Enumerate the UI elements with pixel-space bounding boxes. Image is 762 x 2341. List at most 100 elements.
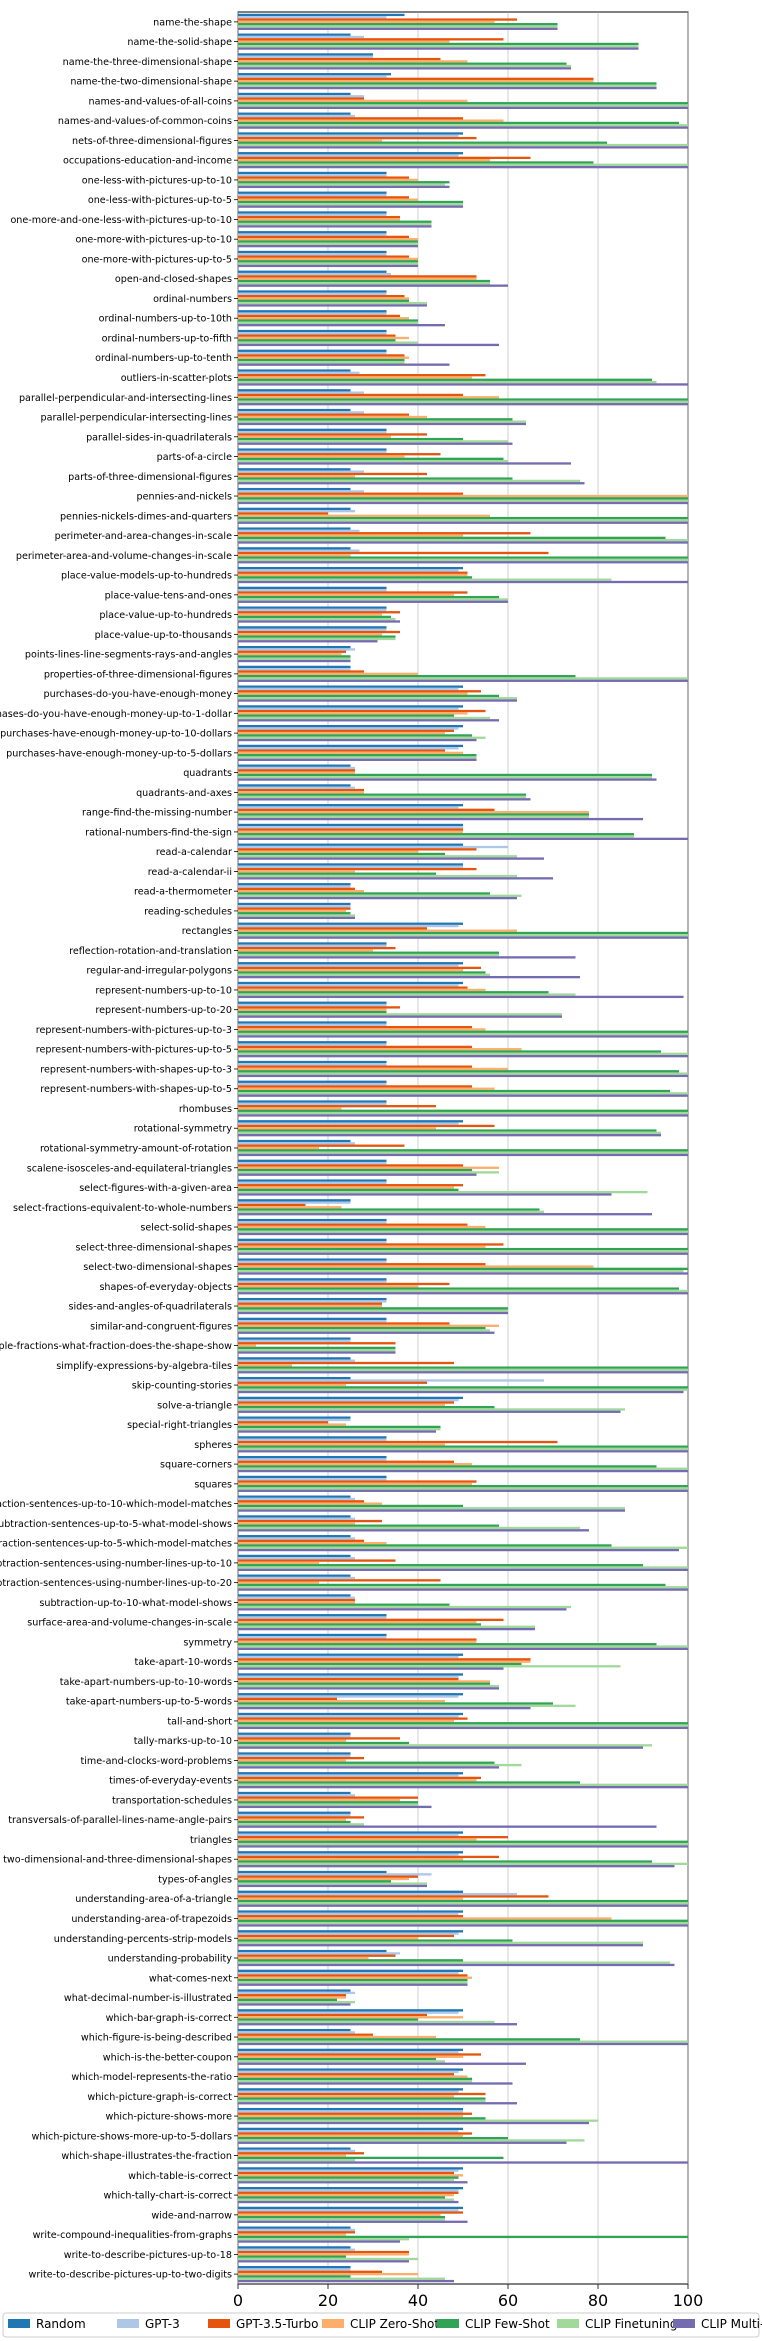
bar bbox=[238, 1785, 688, 1789]
bar bbox=[238, 877, 553, 880]
bar bbox=[238, 329, 387, 333]
bar bbox=[238, 1588, 688, 1591]
category-label: parts-of-a-circle bbox=[157, 452, 232, 463]
bar bbox=[238, 339, 396, 342]
bar bbox=[238, 459, 508, 463]
bar bbox=[238, 262, 418, 265]
bar bbox=[238, 1763, 522, 1767]
bar bbox=[238, 593, 454, 596]
bar bbox=[238, 532, 531, 535]
bar bbox=[238, 437, 463, 441]
category-label: represent-numbers-with-shapes-up-to-5 bbox=[40, 1084, 232, 1095]
bar bbox=[238, 275, 477, 278]
bar bbox=[238, 1759, 346, 1762]
bar bbox=[238, 279, 490, 283]
bar bbox=[238, 826, 463, 829]
bar bbox=[238, 1467, 688, 1470]
bar bbox=[238, 1223, 468, 1226]
bar bbox=[238, 132, 463, 135]
bar bbox=[238, 1529, 589, 1532]
bar bbox=[238, 430, 387, 434]
bar bbox=[238, 1232, 688, 1236]
bar bbox=[238, 428, 387, 431]
bar bbox=[238, 1744, 652, 1747]
bar bbox=[238, 1645, 688, 1648]
bar bbox=[238, 361, 405, 364]
bar bbox=[238, 174, 387, 177]
bar bbox=[238, 450, 387, 454]
bar bbox=[238, 1803, 418, 1806]
bar bbox=[238, 694, 499, 698]
bar bbox=[238, 334, 396, 337]
bar bbox=[238, 1043, 387, 1046]
bar bbox=[238, 1956, 369, 1960]
bar bbox=[238, 569, 459, 572]
category-label: which-picture-shows-more bbox=[106, 2112, 233, 2123]
bar bbox=[238, 2099, 486, 2103]
bar bbox=[238, 556, 688, 559]
bar bbox=[238, 77, 594, 80]
bar bbox=[238, 1109, 688, 1112]
bar bbox=[238, 1559, 396, 1562]
bar bbox=[238, 1662, 522, 1666]
bar bbox=[238, 1430, 436, 1433]
bar bbox=[238, 1899, 688, 1903]
bar bbox=[238, 1213, 652, 1216]
bar bbox=[238, 1339, 351, 1343]
bar bbox=[238, 1280, 387, 1283]
bar bbox=[238, 549, 360, 552]
bar bbox=[238, 1583, 666, 1587]
category-label: subtraction-sentences-up-to-10-which-mod… bbox=[0, 1499, 232, 1510]
bar bbox=[238, 398, 688, 401]
bar bbox=[238, 628, 387, 631]
bar bbox=[238, 1010, 387, 1014]
bar bbox=[238, 2206, 463, 2210]
bar bbox=[238, 1107, 342, 1110]
bar bbox=[238, 991, 549, 994]
bar bbox=[238, 1576, 355, 1580]
bar bbox=[238, 1522, 355, 1525]
bar bbox=[238, 470, 364, 473]
bar bbox=[238, 1260, 387, 1264]
bar bbox=[238, 510, 355, 513]
bar bbox=[238, 321, 418, 325]
bar bbox=[238, 1015, 562, 1018]
bar bbox=[238, 1181, 387, 1185]
bar bbox=[238, 1386, 688, 1389]
bar bbox=[238, 729, 454, 732]
bar bbox=[238, 1963, 675, 1967]
bar bbox=[238, 1548, 679, 1552]
bar bbox=[238, 1820, 351, 1824]
bar bbox=[238, 1719, 454, 1723]
bar bbox=[238, 1638, 477, 1641]
bar bbox=[238, 47, 639, 50]
bar bbox=[238, 1482, 472, 1486]
bar bbox=[238, 455, 405, 458]
category-label: which-bar-graph-is-correct bbox=[106, 2013, 233, 2024]
bar bbox=[238, 84, 657, 87]
bar bbox=[238, 1342, 396, 1345]
bar bbox=[238, 731, 445, 735]
bar bbox=[238, 1089, 670, 1093]
bar bbox=[238, 2220, 468, 2223]
bar bbox=[238, 867, 477, 871]
bar bbox=[238, 215, 400, 219]
bar bbox=[238, 1371, 688, 1374]
bar bbox=[238, 374, 486, 377]
bar bbox=[238, 1586, 688, 1589]
bar bbox=[238, 2200, 459, 2204]
bar bbox=[238, 60, 468, 63]
bar bbox=[238, 2257, 418, 2261]
bar bbox=[238, 1717, 468, 1720]
bar bbox=[238, 2272, 418, 2276]
bar bbox=[238, 2051, 459, 2054]
bar bbox=[238, 112, 351, 115]
bar bbox=[238, 1421, 328, 1424]
bar bbox=[238, 1122, 459, 1125]
bar bbox=[238, 536, 666, 540]
bar bbox=[238, 1082, 387, 1086]
bar bbox=[238, 1041, 387, 1044]
category-label: subtraction-sentences-up-to-5-which-mode… bbox=[0, 1539, 232, 1550]
bar bbox=[238, 2279, 454, 2283]
bar bbox=[238, 487, 351, 491]
